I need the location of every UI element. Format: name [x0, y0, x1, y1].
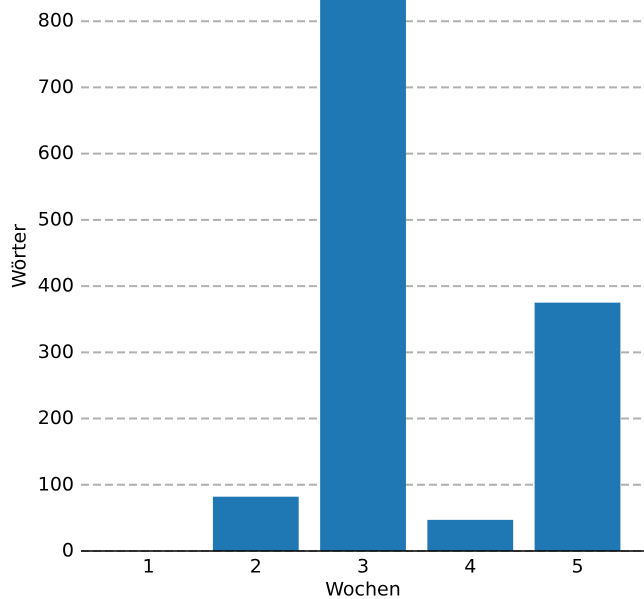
y-tick-label: 100 — [38, 473, 74, 495]
x-axis-label: Wochen — [325, 579, 401, 599]
bar — [427, 519, 514, 551]
x-tick-label: 1 — [143, 556, 155, 578]
y-tick-label: 400 — [38, 275, 74, 297]
bar — [534, 302, 621, 551]
y-tick-label: 600 — [38, 142, 74, 164]
x-tick-label: 4 — [464, 556, 476, 578]
y-tick-label: 0 — [62, 540, 74, 562]
bar — [212, 496, 299, 551]
y-tick-label: 800 — [38, 10, 74, 32]
x-tick-label: 5 — [571, 556, 583, 578]
y-tick-label: 500 — [38, 208, 74, 230]
y-tick-label: 200 — [38, 407, 74, 429]
bar — [320, 0, 406, 551]
y-tick-label: 300 — [38, 341, 74, 363]
x-tick-label: 2 — [250, 556, 262, 578]
y-tick-label: 700 — [38, 76, 74, 98]
y-axis-label: Wörter — [9, 224, 31, 288]
x-tick-label: 3 — [357, 556, 369, 578]
